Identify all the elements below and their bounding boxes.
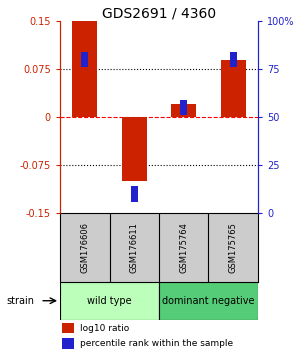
Bar	[130, 187, 138, 202]
Text: GSM176606: GSM176606	[80, 222, 89, 273]
Text: strain: strain	[6, 296, 34, 306]
Text: GSM175764: GSM175764	[179, 222, 188, 273]
Text: percentile rank within the sample: percentile rank within the sample	[80, 339, 233, 348]
Title: GDS2691 / 4360: GDS2691 / 4360	[102, 6, 216, 20]
Bar	[159, 282, 258, 320]
Bar	[122, 117, 147, 181]
Bar	[62, 323, 74, 333]
Bar	[81, 52, 88, 67]
Bar	[62, 338, 74, 349]
Text: wild type: wild type	[87, 296, 132, 306]
Bar	[60, 282, 159, 320]
Bar	[72, 21, 97, 117]
Text: GSM176611: GSM176611	[130, 222, 139, 273]
Bar	[171, 104, 196, 117]
Text: log10 ratio: log10 ratio	[80, 324, 129, 333]
Text: dominant negative: dominant negative	[162, 296, 255, 306]
Bar	[180, 100, 188, 115]
Bar	[230, 52, 237, 67]
Text: GSM175765: GSM175765	[229, 222, 238, 273]
Bar	[221, 59, 246, 117]
